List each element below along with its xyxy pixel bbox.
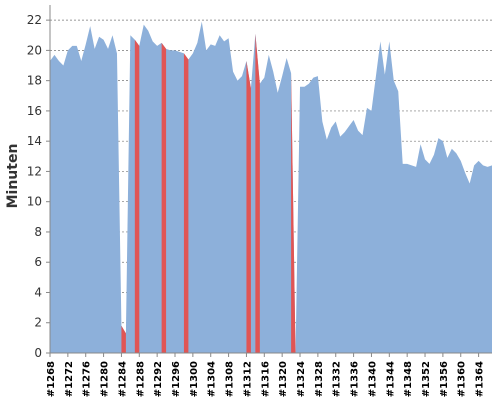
x-tick-label: #1268: [46, 361, 57, 397]
failed-build-marker: [121, 325, 126, 353]
x-tick-label: #1356: [439, 361, 450, 397]
x-tick-label: #1296: [171, 361, 182, 397]
failed-build-marker: [255, 33, 260, 353]
axis-layer: 0 2 4 6 8 10 12 14 16 18 20 22 #1268 #1272 #1276 #1280 #…: [27, 5, 492, 397]
failed-build-marker: [161, 42, 167, 354]
y-tick-label: 12: [27, 164, 42, 178]
y-tick-label: 0: [34, 346, 42, 360]
x-tick-label: #1320: [278, 361, 289, 397]
x-tick-label: #1288: [135, 361, 146, 397]
failed-build-marker: [134, 39, 140, 354]
y-tick-label: 22: [27, 13, 42, 27]
y-tick-label: 8: [34, 225, 42, 239]
x-tick-label: #1340: [367, 361, 378, 397]
x-tick-label: #1304: [207, 361, 218, 397]
x-tick-label: #1344: [385, 361, 396, 397]
y-tick-label: 4: [34, 285, 42, 299]
y-tick-label: 16: [27, 104, 42, 118]
y-tick-label: 20: [27, 43, 42, 57]
x-tick-label: #1276: [82, 361, 93, 397]
y-tick-label: 10: [27, 195, 42, 209]
x-tick-label: #1284: [117, 361, 128, 397]
x-tick-label: #1352: [421, 361, 432, 397]
x-tick-label: #1312: [242, 361, 253, 397]
x-tick-label: #1308: [225, 361, 236, 397]
y-tick-label: 14: [27, 134, 42, 148]
x-tick-label: #1360: [457, 361, 468, 397]
y-tick-label: 6: [34, 255, 42, 269]
x-tick-label: #1272: [64, 361, 75, 397]
failed-build-marker: [291, 73, 296, 353]
failed-build-marker: [183, 53, 189, 354]
x-tick-label: #1348: [403, 361, 414, 397]
x-tick-label: #1364: [475, 361, 486, 397]
x-tick-label: #1300: [189, 361, 200, 397]
x-tick-label: #1324: [296, 361, 307, 397]
duration-area: [50, 21, 492, 353]
y-tick-label: 18: [27, 74, 42, 88]
x-tick-label: #1316: [260, 361, 271, 397]
failed-build-marker: [246, 60, 251, 354]
x-tick-label: #1292: [153, 361, 164, 397]
x-tick-label: #1280: [100, 361, 111, 397]
y-tick-label: 2: [34, 316, 42, 330]
y-axis-title: Minuten: [5, 144, 21, 209]
area-layer: [50, 21, 492, 354]
x-tick-label: #1332: [332, 361, 343, 397]
x-tick-label: #1328: [314, 361, 325, 397]
x-tick-label: #1336: [350, 361, 361, 397]
